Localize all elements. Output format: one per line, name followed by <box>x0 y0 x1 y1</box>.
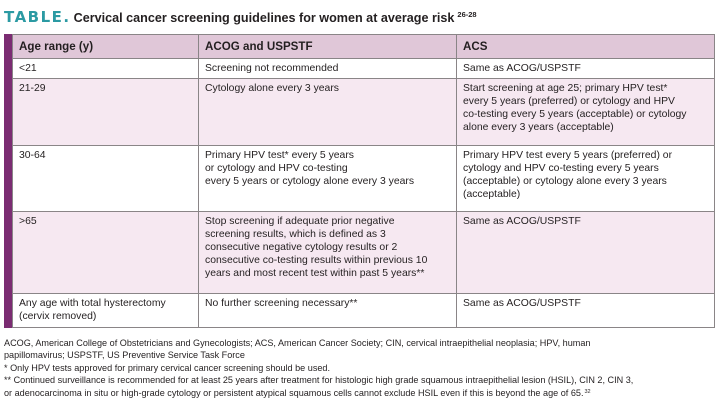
guidelines-table: Age range (y) ACOG and USPSTF ACS <21 Sc… <box>12 34 715 329</box>
table-title: TABLE. Cervical cancer screening guideli… <box>4 8 477 28</box>
cell-age-range: <21 <box>12 58 199 79</box>
cell-acs: Same as ACOG/USPSTF <box>456 292 715 329</box>
cell-age-range: 21-29 <box>12 77 199 146</box>
abbreviations-line: ACOG, American College of Obstetricians … <box>4 338 591 348</box>
header-age-range: Age range (y) <box>12 34 199 59</box>
table-footnotes: ACOG, American College of Obstetricians … <box>4 337 716 401</box>
table-row: <21 Screening not recommended Same as AC… <box>12 58 715 79</box>
cell-acs: Same as ACOG/USPSTF <box>456 211 715 294</box>
table-row: 21-29 Cytology alone every 3 years Start… <box>12 77 715 146</box>
footnote-surveillance-continued: or adenocarcinoma in situ or high-grade … <box>4 387 716 401</box>
header-acog-uspstf: ACOG and USPSTF <box>198 34 457 59</box>
cell-acog-uspstf: Stop screening if adequate prior negativ… <box>198 211 457 294</box>
footnote-reference-superscript: 32 <box>584 388 591 395</box>
table-side-accent-bar <box>4 34 12 328</box>
table-label: TABLE. <box>4 8 71 26</box>
table-row: 30-64 Primary HPV test* every 5 years or… <box>12 144 715 213</box>
header-acs: ACS <box>456 34 715 59</box>
footnote-surveillance-text: or adenocarcinoma in situ or high-grade … <box>4 387 584 398</box>
cell-acog-uspstf: Primary HPV test* every 5 years or cytol… <box>198 144 457 213</box>
cell-acs: Start screening at age 25; primary HPV t… <box>456 77 715 146</box>
cell-acog-uspstf: Screening not recommended <box>198 58 457 79</box>
cell-acog-uspstf: No further screening necessary** <box>198 292 457 329</box>
cell-acs: Same as ACOG/USPSTF <box>456 58 715 79</box>
table-row: Any age with total hysterectomy (cervix … <box>12 292 715 329</box>
table-row: >65 Stop screening if adequate prior neg… <box>12 211 715 294</box>
cell-age-range: Any age with total hysterectomy (cervix … <box>12 292 199 329</box>
cell-acog-uspstf: Cytology alone every 3 years <box>198 77 457 146</box>
table-title-text: Cervical cancer screening guidelines for… <box>73 11 455 25</box>
table-header-row: Age range (y) ACOG and USPSTF ACS <box>12 34 715 59</box>
guidelines-table-container: Age range (y) ACOG and USPSTF ACS <21 Sc… <box>4 34 715 329</box>
abbreviations-line: papillomavirus; USPSTF, US Preventive Se… <box>4 350 245 361</box>
footnote-hpv-tests: * Only HPV tests approved for primary ce… <box>4 362 331 373</box>
cell-age-range: 30-64 <box>12 144 199 213</box>
cell-acs: Primary HPV test every 5 years (preferre… <box>456 144 715 213</box>
cell-age-range: >65 <box>12 211 199 294</box>
footnote-surveillance: ** Continued surveillance is recommended… <box>4 375 634 386</box>
title-reference-superscript: 26-28 <box>457 10 477 19</box>
